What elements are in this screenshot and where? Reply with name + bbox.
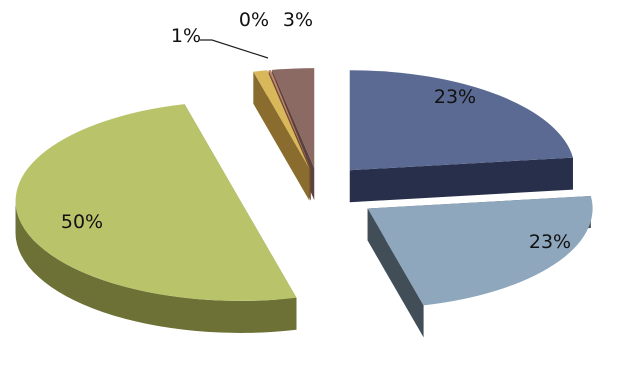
pie-slice-3: [253, 70, 310, 169]
slice-wall-1-1: [367, 208, 424, 338]
data-labels: 23% 23% 50% 1% 0% 3%: [61, 9, 571, 253]
pie-slice-2: [15, 104, 297, 301]
data-label-0: 23%: [434, 86, 476, 108]
pie-slice-5: [272, 68, 315, 169]
slice-tops: [15, 68, 593, 306]
data-label-3: 1%: [171, 25, 201, 47]
data-label-4: 0%: [239, 9, 269, 31]
slice-wall-3-0: [253, 71, 310, 201]
pie-slice-0: [349, 70, 573, 171]
data-label-5: 3%: [283, 9, 313, 31]
data-label-2: 50%: [61, 211, 103, 233]
leader-line: [200, 39, 269, 59]
pie-slice-4: [268, 69, 311, 169]
data-label-1: 23%: [529, 231, 571, 253]
slice-wall-0-1: [349, 157, 573, 203]
slice-rim-2: [15, 200, 297, 333]
pie-slice-1: [367, 196, 593, 306]
